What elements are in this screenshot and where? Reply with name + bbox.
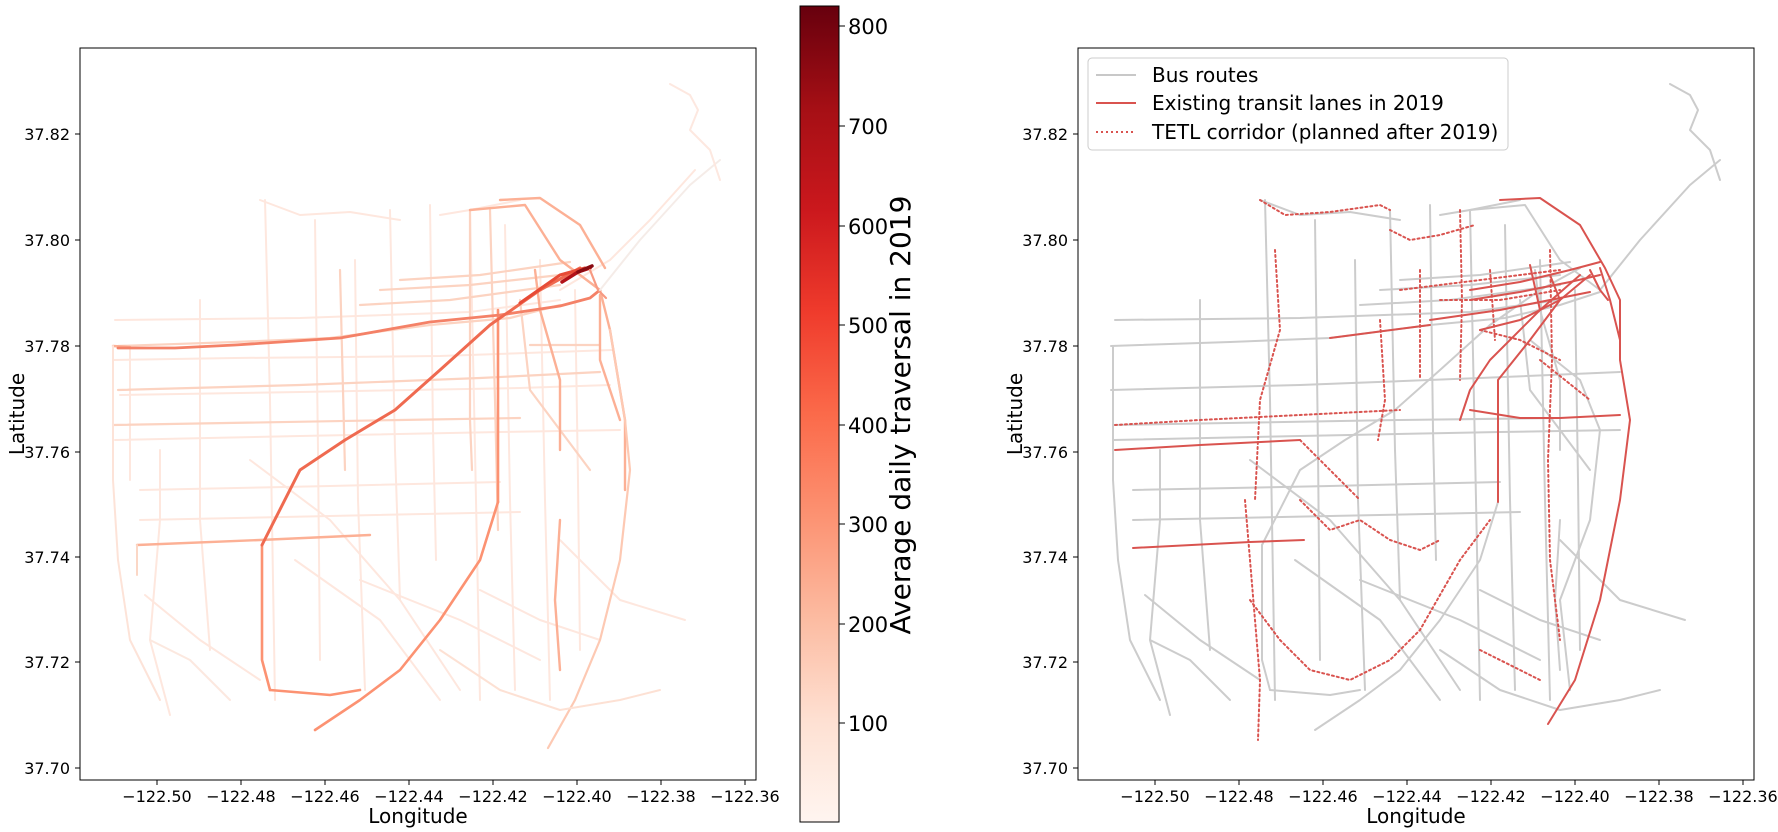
right-x-tick-label: −122.50 [1120, 787, 1189, 806]
colorbar-tick-label: 200 [848, 613, 888, 637]
colorbar-tick-label: 400 [848, 414, 888, 438]
right-map: −122.50 −122.48 −122.46 −122.44 −122.42 … [1003, 47, 1778, 828]
right-y-tick-label: 37.70 [1022, 759, 1068, 778]
colorbar-gradient [799, 5, 840, 823]
left-x-tick-label: −122.38 [626, 787, 695, 806]
right-x-tick-label: −122.42 [1456, 787, 1525, 806]
right-x-tick-label: −122.46 [1288, 787, 1357, 806]
legend-label-bus-routes: Bus routes [1152, 63, 1258, 87]
right-y-tick-label: 37.82 [1022, 125, 1068, 144]
left-x-axis-label: Longitude [368, 804, 467, 828]
left-plot-frame [79, 47, 757, 781]
right-y-tick-labels: 37.82 37.80 37.78 37.76 37.74 37.72 37.7… [1022, 125, 1068, 778]
left-y-axis-label: Latitude [5, 373, 29, 455]
left-y-tick-label: 37.70 [24, 759, 70, 778]
right-y-tick-label: 37.78 [1022, 337, 1068, 356]
right-x-axis-ticks [1154, 780, 1744, 785]
right-y-tick-label: 37.80 [1022, 231, 1068, 250]
colorbar-ticks [839, 25, 845, 724]
left-x-tick-label: −122.42 [458, 787, 527, 806]
right-plot-frame [1077, 47, 1755, 781]
legend-box [1087, 57, 1509, 151]
left-x-tick-label: −122.36 [710, 787, 779, 806]
legend: Bus routes Existing transit lanes in 201… [1087, 57, 1509, 151]
left-x-tick-label: −122.40 [542, 787, 611, 806]
left-x-tick-label: −122.48 [206, 787, 275, 806]
left-y-tick-label: 37.80 [24, 231, 70, 250]
colorbar-tick-labels: 100 200 300 400 500 600 700 800 [848, 15, 888, 736]
right-x-tick-label: −122.36 [1708, 787, 1777, 806]
colorbar-tick-label: 100 [848, 712, 888, 736]
right-x-tick-label: −122.38 [1624, 787, 1693, 806]
left-map: −122.50 −122.48 −122.46 −122.44 −122.42 … [5, 47, 780, 828]
left-x-axis-ticks [156, 780, 746, 785]
colorbar-tick-label: 300 [848, 513, 888, 537]
left-x-tick-label: −122.50 [122, 787, 191, 806]
left-y-tick-label: 37.78 [24, 337, 70, 356]
left-y-tick-label: 37.82 [24, 125, 70, 144]
right-route-network [1110, 83, 1721, 741]
left-y-axis-ticks [75, 133, 80, 769]
left-y-tick-label: 37.72 [24, 653, 70, 672]
right-y-tick-label: 37.74 [1022, 548, 1068, 567]
right-x-tick-labels: −122.50 −122.48 −122.46 −122.44 −122.42 … [1120, 787, 1777, 806]
left-y-tick-label: 37.74 [24, 548, 70, 567]
left-y-tick-labels: 37.82 37.80 37.78 37.76 37.74 37.72 37.7… [24, 125, 70, 778]
colorbar-tick-label: 600 [848, 215, 888, 239]
right-y-axis-ticks [1073, 133, 1078, 769]
left-route-network [111, 83, 721, 750]
right-x-axis-label: Longitude [1366, 804, 1465, 828]
colorbar: 100 200 300 400 500 600 700 800 Average … [799, 5, 917, 823]
colorbar-tick-label: 800 [848, 15, 888, 39]
right-x-tick-label: −122.48 [1204, 787, 1273, 806]
right-x-tick-label: −122.40 [1540, 787, 1609, 806]
right-y-tick-label: 37.72 [1022, 653, 1068, 672]
right-y-tick-label: 37.76 [1022, 443, 1068, 462]
legend-label-tetl-corridor: TETL corridor (planned after 2019) [1151, 120, 1498, 144]
left-x-tick-label: −122.44 [374, 787, 443, 806]
right-x-tick-label: −122.44 [1372, 787, 1441, 806]
right-y-axis-label: Latitude [1003, 373, 1027, 455]
left-y-tick-label: 37.76 [24, 443, 70, 462]
left-x-tick-labels: −122.50 −122.48 −122.46 −122.44 −122.42 … [122, 787, 779, 806]
colorbar-label: Average daily traversal in 2019 [884, 196, 917, 635]
colorbar-tick-label: 500 [848, 314, 888, 338]
colorbar-tick-label: 700 [848, 115, 888, 139]
legend-label-existing-lanes: Existing transit lanes in 2019 [1152, 91, 1444, 115]
left-x-tick-label: −122.46 [290, 787, 359, 806]
